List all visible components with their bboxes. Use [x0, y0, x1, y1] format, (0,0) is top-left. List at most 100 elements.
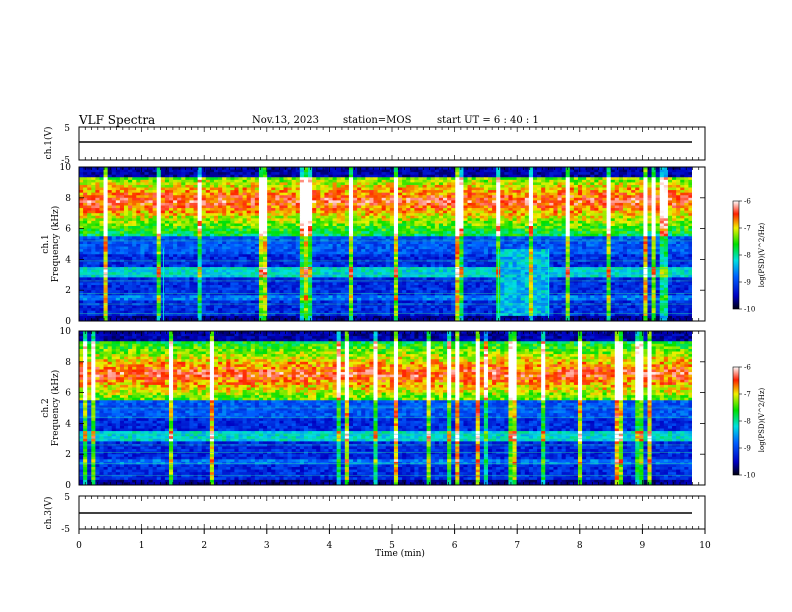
- spectrogram-cell: [655, 226, 661, 229]
- spectrogram-cell: [631, 197, 636, 201]
- spectrogram-cell: [99, 169, 104, 173]
- spectrogram-cell: [111, 190, 117, 194]
- spectrogram-cell: [173, 200, 178, 204]
- spectrogram-cell: [324, 226, 329, 229]
- spectrogram-cell: [426, 241, 432, 245]
- spectrogram-cell: [119, 236, 125, 240]
- spectrogram-cell: [418, 226, 423, 229]
- spectrogram-cell: [353, 244, 358, 247]
- spectrogram-cell: [283, 179, 288, 183]
- spectrogram-cell: [496, 182, 501, 186]
- spectrogram-cell: [152, 195, 158, 199]
- spectrogram-cell: [402, 187, 407, 191]
- spectrogram-cell: [328, 249, 333, 253]
- spectrogram-cell: [189, 228, 194, 232]
- spectrogram-cell: [500, 218, 505, 222]
- spectrogram-cell: [185, 187, 190, 191]
- spectrogram-cell: [312, 241, 317, 245]
- spectrogram-cell: [213, 202, 219, 206]
- spectrogram-cell: [680, 218, 685, 222]
- spectrogram-cell: [353, 223, 358, 227]
- spectrogram-cell: [553, 192, 558, 196]
- spectrogram-cell: [565, 179, 571, 183]
- spectrogram-cell: [316, 167, 321, 170]
- spectrogram-cell: [144, 167, 149, 170]
- spectrogram-cell: [651, 238, 657, 242]
- spectrogram-cell: [496, 231, 501, 235]
- spectrogram-cell: [438, 205, 444, 209]
- spectrogram-cell: [226, 208, 231, 212]
- spectrogram-cell: [365, 210, 370, 214]
- spectrogram-cell: [602, 228, 607, 232]
- spectrogram-cell: [569, 236, 575, 240]
- spectrogram-cell: [87, 223, 92, 227]
- spectrogram-cell: [672, 244, 677, 247]
- spectrogram-cell: [475, 167, 481, 170]
- spectrogram-cell: [520, 233, 526, 237]
- spectrogram-cell: [168, 187, 174, 191]
- spectrogram-cell: [156, 238, 162, 242]
- spectrogram-cell: [213, 195, 219, 199]
- spectrogram-cell: [312, 195, 317, 199]
- spectrogram-cell: [635, 249, 640, 253]
- spectrogram-cell: [291, 177, 297, 181]
- spectrogram-cell: [451, 244, 456, 247]
- spectrogram-cell: [545, 249, 550, 253]
- spectrogram-cell: [295, 208, 301, 212]
- spectrogram-cell: [123, 210, 129, 214]
- spectrogram-cell: [197, 236, 203, 240]
- spectrogram-cell: [181, 208, 186, 212]
- spectrogram-cell: [434, 226, 440, 229]
- spectrogram-cell: [639, 169, 644, 173]
- spectrogram-cell: [389, 184, 395, 188]
- spectrogram-cell: [201, 210, 207, 214]
- spectrogram-cell: [189, 192, 194, 196]
- spectrogram-cell: [242, 177, 248, 181]
- spectrogram-cell: [557, 195, 562, 199]
- spectrogram-cell: [627, 215, 632, 219]
- spectrogram-cell: [590, 192, 595, 196]
- spectrogram-cell: [635, 169, 640, 173]
- spectrogram-cell: [111, 208, 117, 212]
- spectrogram-cell: [393, 233, 399, 237]
- spectrogram-cell: [140, 195, 145, 199]
- spectrogram-cell: [393, 192, 399, 196]
- spectrogram-cell: [258, 231, 264, 235]
- spectrogram-cell: [557, 169, 562, 173]
- spectrogram-cell: [398, 174, 403, 178]
- spectrogram-cell: [295, 197, 301, 201]
- spectrogram-cell: [565, 172, 571, 176]
- spectrogram-cell: [132, 236, 137, 240]
- spectrogram-cell: [369, 249, 374, 253]
- spectrogram-cell: [173, 190, 178, 194]
- spectrogram-cell: [316, 179, 321, 183]
- spectrogram-cell: [316, 215, 321, 219]
- spectrogram-cell: [688, 202, 692, 206]
- spectrogram-cell: [557, 179, 562, 183]
- spectrogram-cell: [553, 190, 558, 194]
- spectrogram-cell: [373, 192, 378, 196]
- spectrogram-cell: [672, 192, 677, 196]
- spectrogram-cell: [487, 223, 493, 227]
- spectrogram-cell: [590, 195, 595, 199]
- spectrogram-cell: [561, 246, 567, 250]
- spectrogram-cell: [659, 208, 665, 212]
- spectrogram-cell: [299, 182, 305, 186]
- spectrogram-cell: [508, 195, 513, 199]
- spectrogram-cell: [287, 179, 293, 183]
- spectrogram-cell: [537, 184, 542, 188]
- spectrogram-cell: [475, 208, 481, 212]
- spectrogram-cell: [586, 182, 591, 186]
- spectrogram-cell: [168, 249, 174, 253]
- spectrogram-cell: [238, 167, 243, 170]
- spectrogram-cell: [410, 228, 415, 232]
- spectrogram-cell: [189, 223, 194, 227]
- spectrogram-cell: [173, 205, 178, 209]
- spectrogram-cell: [185, 195, 190, 199]
- spectrogram-cell: [369, 202, 374, 206]
- spectrogram-cell: [647, 177, 652, 181]
- spectrogram-cell: [250, 210, 256, 214]
- spectrogram-cell: [577, 192, 583, 196]
- spectrogram-cell: [111, 187, 117, 191]
- spectrogram-cell: [516, 190, 522, 194]
